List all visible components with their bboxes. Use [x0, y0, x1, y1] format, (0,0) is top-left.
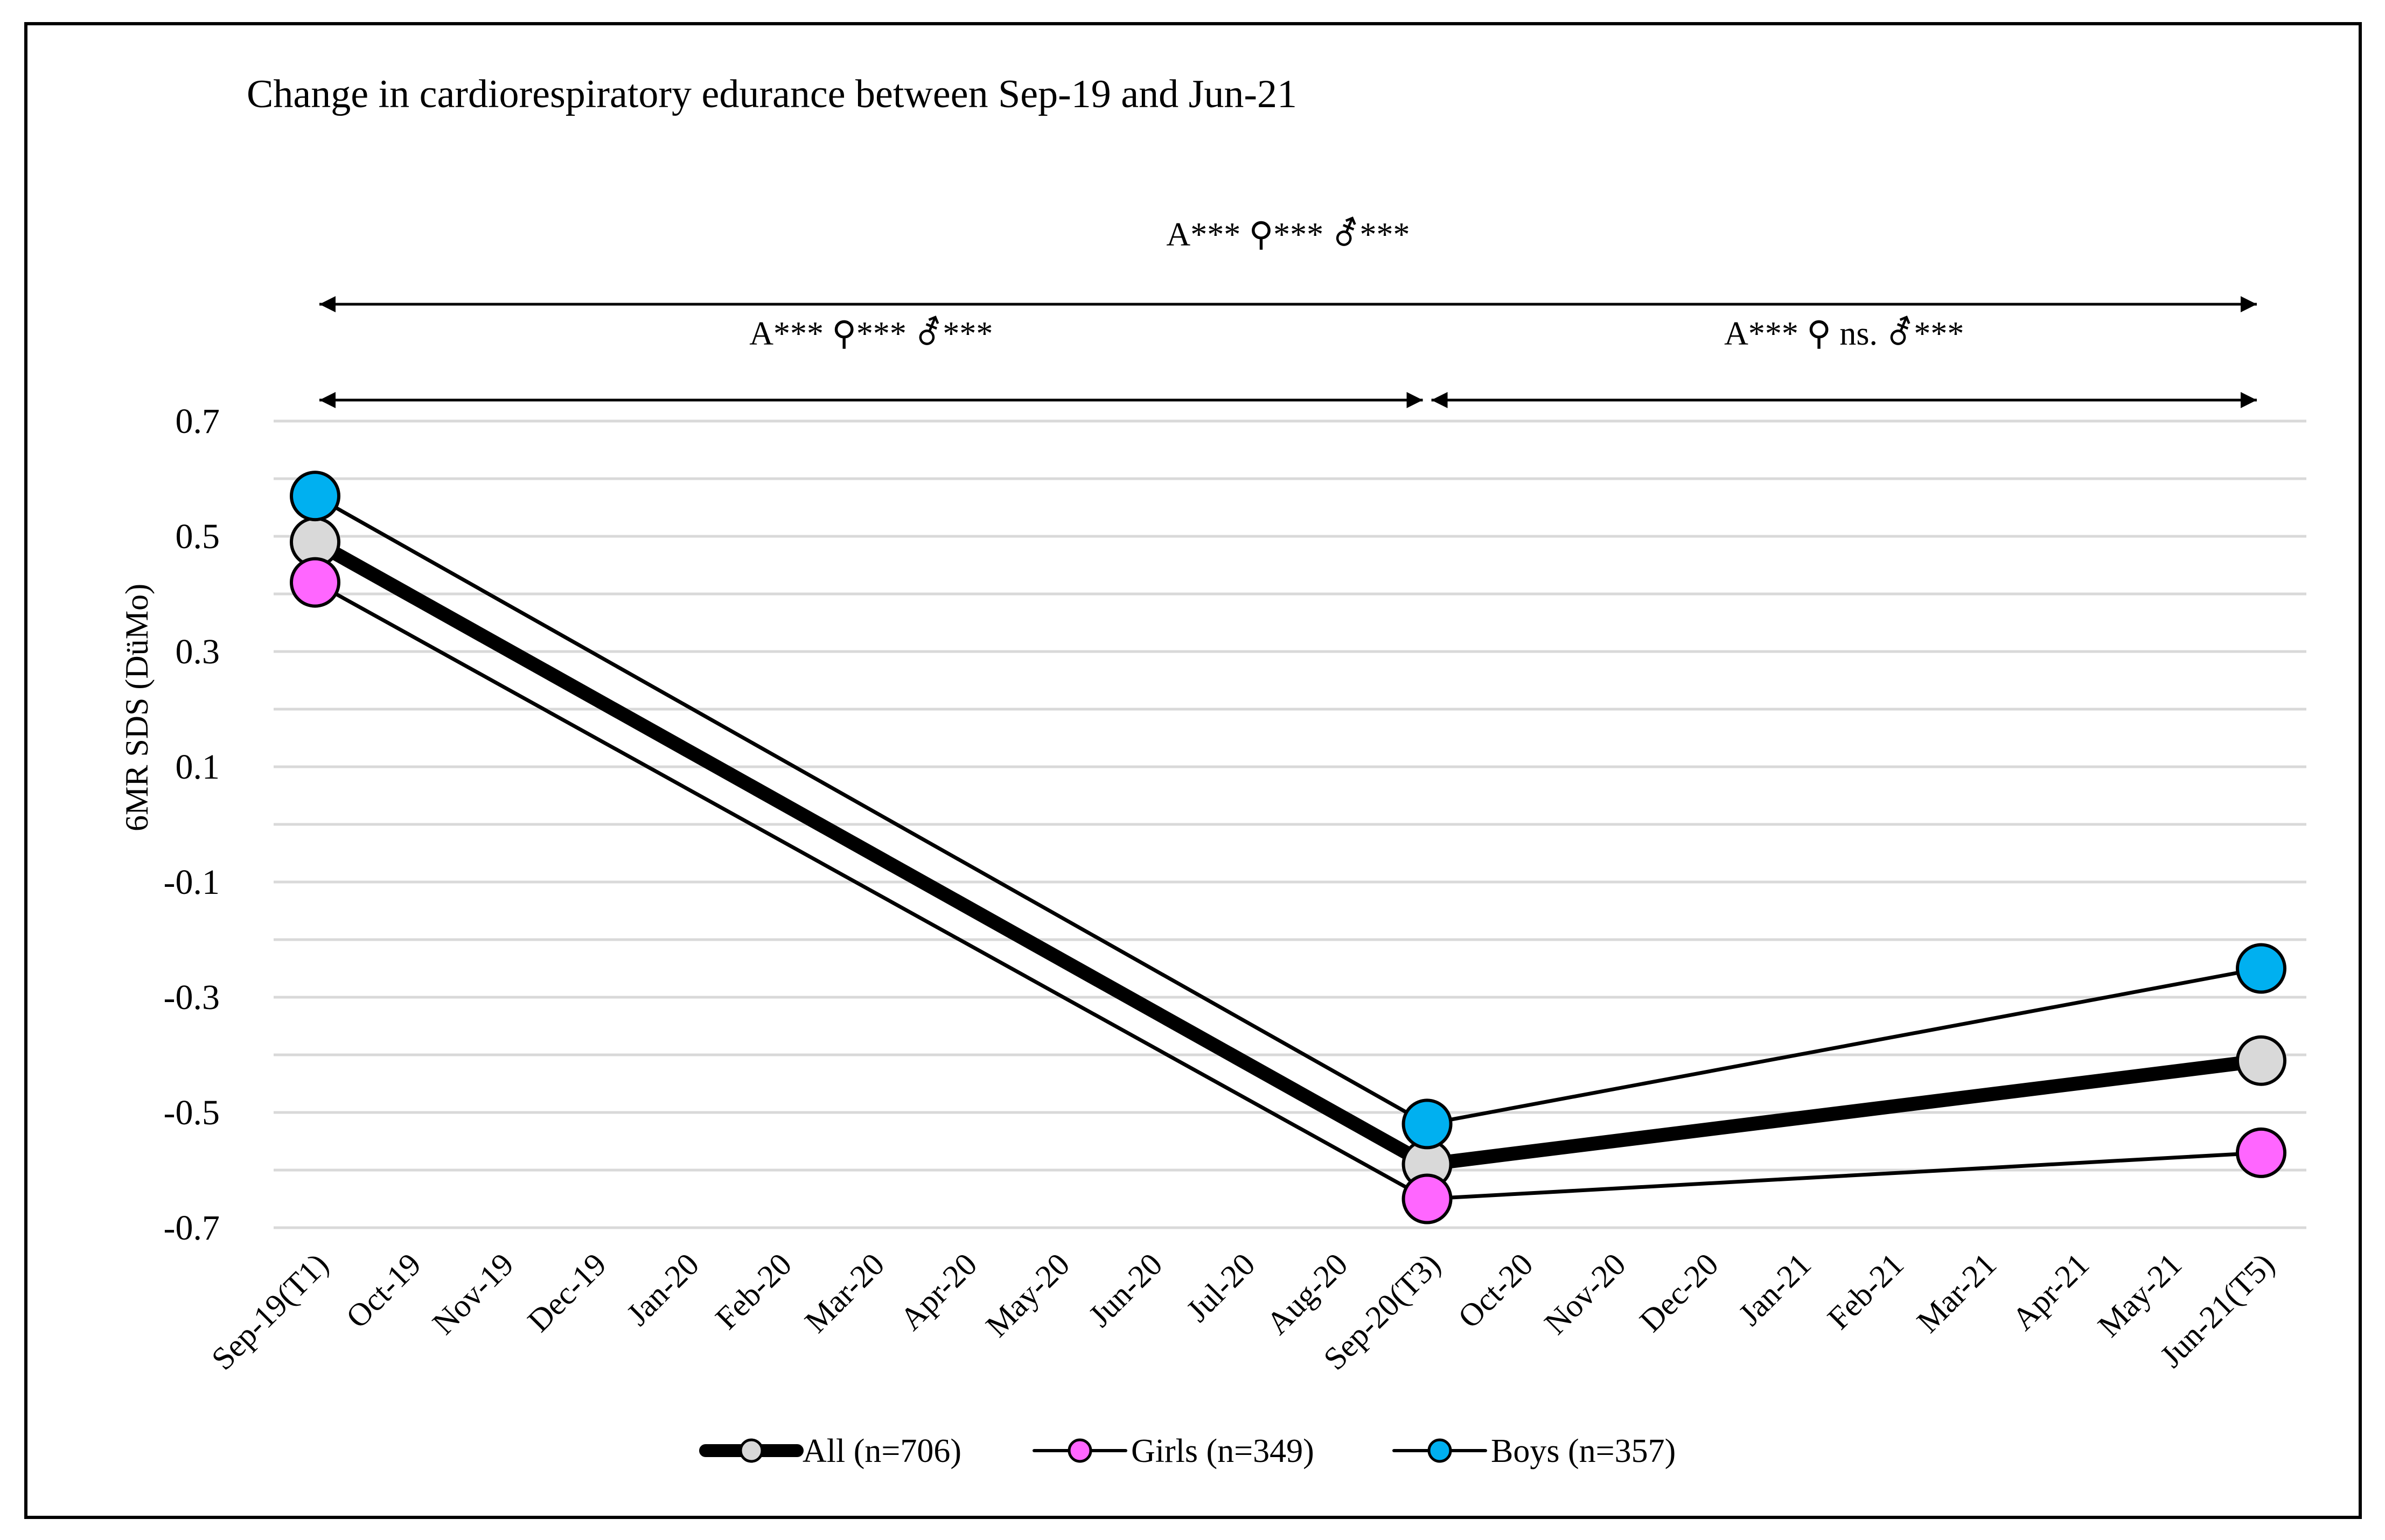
legend-marker: [1068, 1438, 1092, 1463]
data-point-series-3: [290, 471, 340, 522]
legend-marker: [1427, 1438, 1452, 1463]
y-tick-label: 0.7: [176, 402, 220, 441]
significance-annotations: A*** ⚲*** ⚦*** A*** ⚲*** ⚦*** A*** ⚲ ns. ⚦…: [319, 216, 2257, 408]
data-point-series-1: [2236, 1035, 2286, 1086]
y-tick-label: -0.3: [164, 978, 220, 1017]
legend-label: Boys (n=357): [1491, 1433, 1676, 1469]
y-tick-label: 0.1: [176, 747, 220, 787]
y-tick-label: -0.1: [164, 863, 220, 902]
legend-label: Girls (n=349): [1131, 1433, 1314, 1469]
y-axis-label: 6MR SDS (DüMo): [119, 584, 155, 831]
y-tick-label: 0.5: [176, 517, 220, 556]
series-markers: [290, 471, 2286, 1224]
chart-frame: [24, 22, 2362, 1519]
annotation-label: A*** ⚲*** ⚦***: [749, 316, 993, 352]
annotation-label: A*** ⚲ ns. ⚦***: [1724, 316, 1964, 352]
chart-title: Change in cardiorespiratory edurance bet…: [247, 72, 1297, 116]
y-tick-labels: 0.7 0.5 0.3 0.1 -0.1 -0.3 -0.5 -0.7: [164, 402, 220, 1248]
legend: All (n=706) Girls (n=349) Boys (n=357): [699, 1433, 1676, 1469]
y-tick-label: -0.5: [164, 1093, 220, 1132]
data-point-series-2: [1401, 1173, 1453, 1224]
data-point-series-3: [2236, 943, 2286, 994]
data-point-series-3: [1401, 1098, 1453, 1150]
data-point-series-2: [290, 557, 340, 608]
legend-label: All (n=706): [803, 1433, 961, 1469]
annotation-label: A*** ⚲*** ⚦***: [1166, 216, 1410, 253]
y-tick-label: -0.7: [164, 1208, 220, 1248]
y-tick-label: 0.3: [176, 632, 220, 671]
data-point-series-2: [2236, 1127, 2286, 1178]
legend-marker: [739, 1438, 764, 1463]
